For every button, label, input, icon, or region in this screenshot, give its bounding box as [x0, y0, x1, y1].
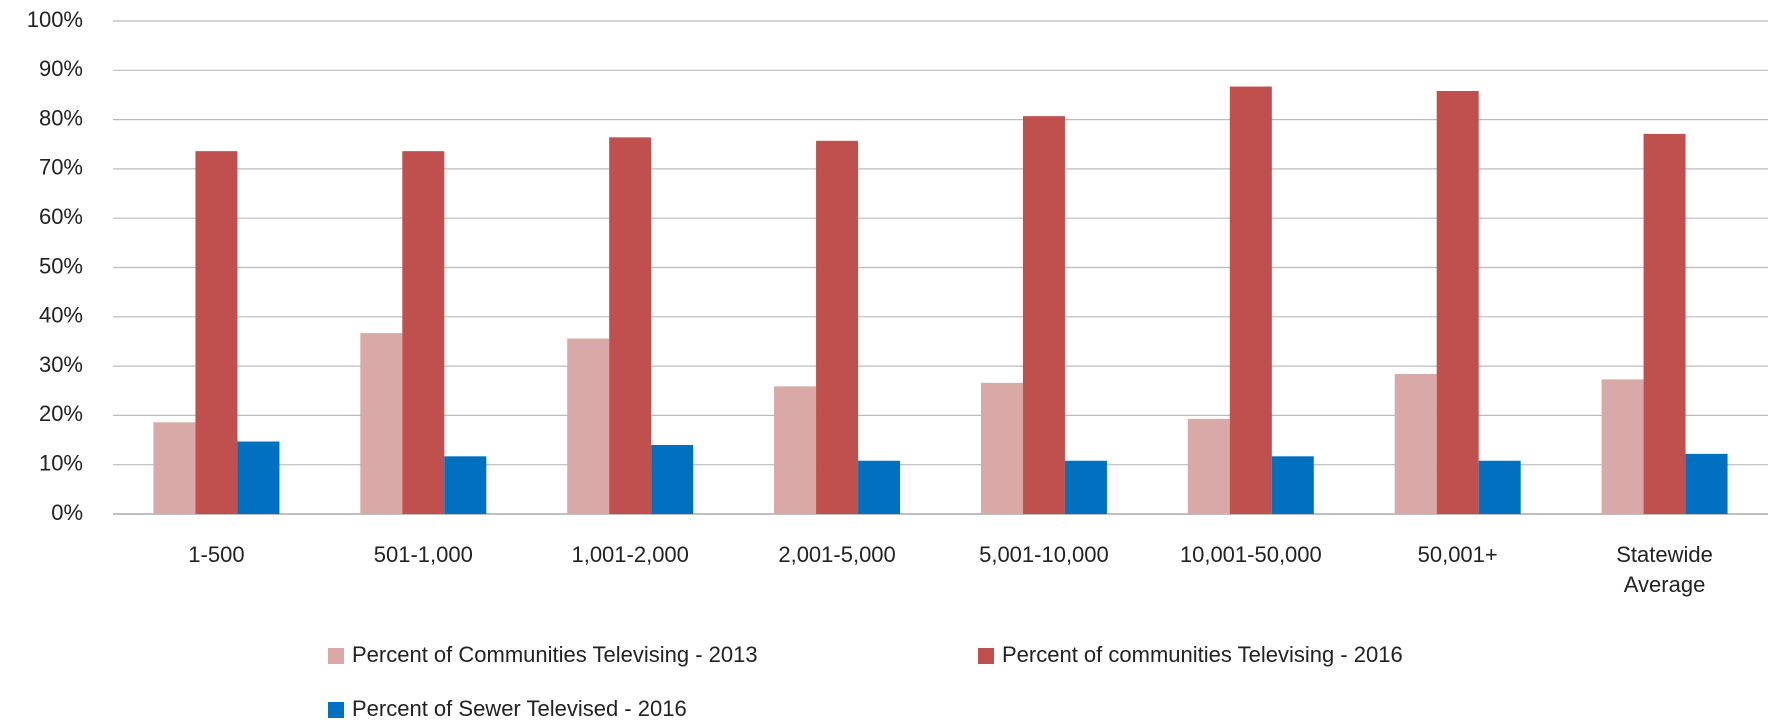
bar	[774, 386, 817, 514]
bar	[1601, 379, 1644, 514]
bar	[237, 441, 280, 514]
bar	[1643, 133, 1686, 514]
y-tick-label: 80%	[39, 105, 83, 130]
y-tick-label: 30%	[39, 352, 83, 377]
legend-label: Percent of communities Televising - 2016	[1002, 642, 1403, 667]
bar	[651, 444, 694, 514]
bar	[1478, 460, 1521, 514]
y-tick-label: 0%	[51, 500, 83, 525]
x-tick-label: 1-500	[188, 542, 245, 567]
bar	[609, 137, 652, 514]
y-tick-label: 10%	[39, 451, 83, 476]
bar	[1394, 373, 1437, 514]
legend-swatch	[328, 648, 344, 664]
bar	[1436, 91, 1479, 515]
bar	[402, 151, 445, 515]
y-tick-label: 70%	[39, 155, 83, 180]
y-tick-label: 50%	[39, 253, 83, 278]
legend-swatch	[978, 648, 994, 664]
x-tick-label: 1,001-2,000	[571, 542, 689, 567]
bar	[1064, 460, 1107, 514]
y-tick-label: 90%	[39, 56, 83, 81]
bar	[153, 422, 196, 514]
legend-label: Percent of Sewer Televised - 2016	[352, 696, 687, 721]
y-tick-label: 100%	[27, 7, 83, 32]
bar	[1022, 116, 1065, 515]
bar	[360, 333, 403, 514]
bar	[444, 456, 487, 514]
bar	[1187, 418, 1230, 514]
bar	[858, 460, 901, 514]
x-tick-label: 10,001-50,000	[1179, 542, 1322, 567]
x-tick-label: 5,001-10,000	[979, 542, 1109, 567]
bar	[195, 151, 238, 515]
y-tick-label: 60%	[39, 204, 83, 229]
y-tick-label: 40%	[39, 303, 83, 328]
x-tick-label: Statewide Average	[1616, 542, 1713, 597]
x-tick-label: 501-1,000	[373, 542, 473, 567]
bar	[1685, 453, 1728, 514]
legend-swatch	[328, 702, 344, 718]
bar	[816, 140, 859, 514]
bar	[567, 338, 610, 514]
bar	[1271, 456, 1314, 514]
legend-label: Percent of Communities Televising - 2013	[352, 642, 758, 667]
x-tick-label: 50,001+	[1417, 542, 1498, 567]
bar	[980, 382, 1023, 514]
bar	[1229, 86, 1272, 514]
x-tick-label: 2,001-5,000	[778, 542, 896, 567]
y-tick-label: 20%	[39, 401, 83, 426]
